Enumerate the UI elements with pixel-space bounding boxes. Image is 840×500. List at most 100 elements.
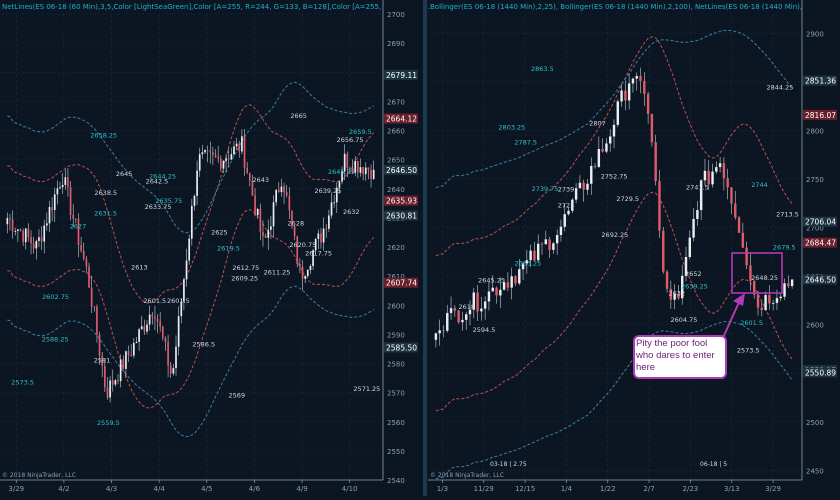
candle-body [135, 341, 138, 343]
candle-body [346, 153, 349, 169]
panel-divider[interactable] [423, 0, 427, 496]
candle-body [206, 150, 209, 151]
price-annotation: 2601.5 [143, 297, 166, 305]
x-tick-label: 1/3 [437, 485, 448, 493]
candle-body [506, 282, 510, 288]
price-tag-box [803, 367, 837, 378]
candle-body [699, 180, 703, 211]
candle-body [77, 218, 80, 245]
candle-body [446, 312, 449, 331]
candle-body [48, 206, 51, 224]
price-tag-text: 2646.50 [386, 166, 417, 175]
y-tick-label: 2610 [387, 273, 405, 281]
candle-body [658, 181, 661, 231]
candle-body [608, 136, 612, 144]
candle-body [98, 334, 101, 356]
band-line [435, 29, 793, 189]
candle-body [367, 167, 370, 170]
y-tick-label: 2570 [387, 390, 405, 398]
candle-body [117, 380, 119, 382]
candle-body [212, 152, 214, 155]
daily-chart: Bollinger(ES 06-18 (1440 Min),2,25), Bol… [428, 0, 840, 493]
x-tick-label: 3/29 [8, 485, 24, 493]
y-tick-label: 2600 [387, 302, 405, 310]
candle-body [230, 154, 233, 160]
candle-body [38, 237, 40, 241]
x-tick-label: 12/15 [515, 485, 535, 493]
x-tick-label: 4/6 [249, 485, 261, 493]
candle-body [787, 283, 790, 287]
candle-body [280, 186, 283, 193]
price-annotation: 2729.5 [616, 195, 639, 203]
y-tick-label: 2600 [806, 322, 824, 330]
candle-body [59, 187, 61, 189]
candle-body [314, 239, 317, 251]
candle-body [586, 183, 589, 190]
candle-body [593, 165, 597, 167]
price-annotation: 2645.75 [328, 168, 355, 176]
x-tick-label: 4/2 [58, 485, 69, 493]
candle-body [299, 264, 301, 267]
candle-body [61, 184, 64, 188]
candle-body [185, 260, 188, 280]
candle-body [752, 281, 756, 295]
candle-body [646, 93, 650, 114]
candle-body [248, 172, 251, 181]
candle-body [359, 167, 362, 173]
candle-body [109, 380, 111, 398]
price-annotation: 2659.5 [349, 128, 372, 136]
price-tag-text: 2585.50 [386, 343, 417, 352]
candle-body [217, 156, 220, 159]
x-tick-label: 3/29 [765, 485, 781, 493]
price-annotation: 2632 [668, 290, 685, 298]
candle-body [711, 171, 714, 185]
candle-body [756, 294, 760, 308]
candle-body [518, 269, 521, 284]
price-annotation: 2644.25 [149, 172, 176, 180]
candle-body [370, 169, 372, 179]
candle-body [119, 359, 122, 382]
price-tag-box [803, 237, 837, 248]
candle-body [85, 258, 88, 267]
candle-body [680, 275, 684, 299]
candle-body [438, 330, 441, 334]
price-tag-box [384, 164, 418, 175]
candle-body [201, 152, 204, 155]
candle-body [320, 233, 322, 243]
price-annotation: 2803.25 [498, 123, 525, 131]
candle-body [464, 314, 468, 320]
candle-body [574, 188, 578, 200]
candle-body [125, 351, 127, 369]
price-annotation: 2645 [116, 170, 133, 178]
price-annotation: 2639.25 [314, 187, 341, 195]
candle-body [343, 153, 346, 172]
candle-body [677, 293, 680, 299]
candle-body [662, 230, 665, 272]
price-tag-text: 2646.50 [805, 276, 836, 285]
candle-body [730, 187, 733, 204]
price-annotation: 2679.5 [773, 243, 796, 251]
candle-body [14, 230, 17, 232]
candle-body [768, 295, 771, 304]
candle-body [692, 218, 695, 238]
candle-body [696, 210, 699, 219]
candle-body [544, 239, 548, 245]
price-annotation: 2643 [252, 176, 269, 184]
price-annotation: 2741.5 [686, 183, 709, 191]
band-line [7, 209, 375, 409]
candle-body [146, 324, 148, 332]
left-y-axis [383, 0, 423, 480]
candle-body [67, 177, 69, 188]
price-tag-box [803, 274, 837, 285]
candle-body [111, 380, 114, 385]
candle-body [726, 178, 729, 188]
candle-body [235, 143, 238, 147]
candle-body [114, 380, 117, 385]
candle-body [138, 329, 140, 342]
candle-body [521, 263, 525, 270]
band-line [7, 104, 375, 304]
candle-body [72, 214, 75, 219]
candle-body [338, 181, 341, 188]
y-tick-label: 2620 [387, 244, 405, 252]
